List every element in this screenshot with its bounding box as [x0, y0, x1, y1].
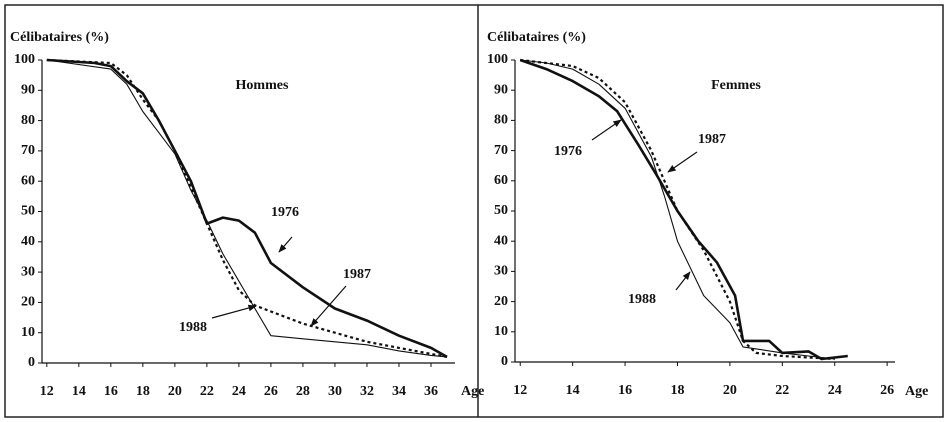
y-tick-label: 100 [14, 52, 35, 67]
label-arrow [675, 271, 691, 291]
y-tick-label: 30 [494, 264, 508, 279]
panel-title: Femmes [711, 78, 761, 93]
y-tick-label: 70 [21, 143, 35, 158]
y-tick-label: 40 [494, 233, 508, 248]
y-tick-label: 10 [21, 325, 35, 340]
y-tick-label: 100 [487, 52, 508, 67]
y-tick-label: 20 [21, 295, 35, 310]
x-tick-label: 14 [566, 383, 580, 398]
label-arrow [591, 119, 622, 141]
y-tick-label: 40 [21, 234, 35, 249]
x-tick-label: 22 [775, 383, 789, 398]
y-tick-label: 90 [494, 82, 508, 97]
x-tick-label: 24 [828, 383, 842, 398]
label-arrow [310, 285, 347, 327]
y-tick-label: 0 [28, 355, 35, 370]
y-tick-label: 50 [494, 203, 508, 218]
y-tick-label: 60 [494, 173, 508, 188]
x-tick-label: 36 [424, 384, 438, 399]
series-label: 1987 [343, 267, 371, 282]
label-arrow [278, 236, 293, 253]
frame [4, 4, 944, 418]
y-tick-label: 60 [21, 173, 35, 188]
x-tick-label: 16 [618, 383, 632, 398]
x-tick-label: 12 [513, 383, 527, 398]
y-tick-label: 90 [21, 83, 35, 98]
x-tick-label: 34 [392, 384, 406, 399]
y-tick-label: 70 [494, 143, 508, 158]
x-tick-label: 28 [296, 384, 310, 399]
series-line [46, 58, 448, 359]
series-label: 1988 [628, 292, 656, 307]
x-tick-label: 16 [104, 384, 118, 399]
series-line [520, 58, 835, 361]
series-line [46, 58, 448, 358]
y-tick-label: 80 [21, 113, 35, 128]
x-tick-label: 24 [232, 384, 246, 399]
x-axis-title: Age [905, 384, 928, 399]
panel-title: Hommes [236, 78, 289, 93]
label-arrow [667, 151, 698, 173]
series-label: 1976 [271, 205, 299, 220]
x-axis-title: Age [461, 384, 484, 399]
y-tick-label: 0 [501, 354, 508, 369]
y-axis-title: Célibataires (%) [10, 30, 109, 45]
series-label: 1976 [554, 144, 582, 159]
series-label: 1987 [698, 132, 726, 147]
x-tick-label: 12 [40, 384, 54, 399]
y-tick-label: 10 [494, 324, 508, 339]
x-tick-label: 26 [264, 384, 278, 399]
y-tick-label: 20 [494, 294, 508, 309]
x-tick-label: 14 [72, 384, 86, 399]
x-tick-label: 18 [670, 383, 684, 398]
x-tick-label: 26 [880, 383, 894, 398]
x-tick-label: 20 [168, 384, 182, 399]
series-line [46, 59, 448, 358]
y-axis-title: Célibataires (%) [487, 30, 586, 45]
y-tick-label: 50 [21, 204, 35, 219]
y-tick-label: 30 [21, 264, 35, 279]
x-tick-label: 18 [136, 384, 150, 399]
x-tick-label: 22 [200, 384, 214, 399]
x-tick-label: 20 [723, 383, 737, 398]
series-line [520, 59, 835, 360]
x-tick-label: 30 [328, 384, 342, 399]
series-label: 1988 [179, 320, 207, 335]
label-arrow [211, 304, 257, 319]
x-tick-label: 32 [360, 384, 374, 399]
series-line [519, 58, 848, 361]
y-tick-label: 80 [494, 113, 508, 128]
